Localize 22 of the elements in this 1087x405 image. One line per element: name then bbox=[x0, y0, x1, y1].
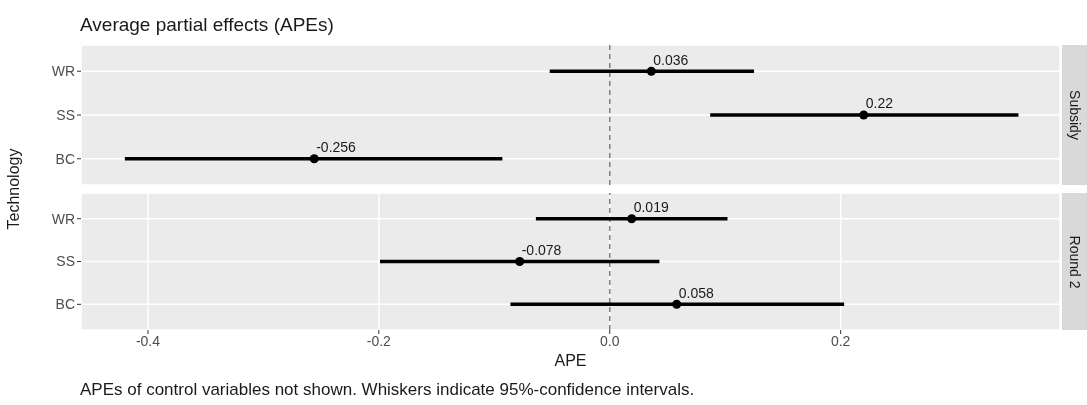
y-tick-label: SS bbox=[56, 106, 75, 123]
data-label: -0.078 bbox=[521, 241, 562, 258]
y-tick-label: SS bbox=[56, 253, 75, 270]
chart-title: Average partial effects (APEs) bbox=[80, 14, 334, 36]
y-tick-label: WR bbox=[51, 210, 75, 227]
x-tick-label: -0.2 bbox=[366, 332, 392, 349]
y-tick-label: BC bbox=[55, 150, 75, 167]
data-label: 0.019 bbox=[633, 199, 669, 216]
text: APEs of control variables not shown. Whiskers indicate 95%-confidence intervals. bbox=[80, 380, 695, 400]
y-tick-label: BC bbox=[55, 296, 75, 313]
x-axis-title: APE bbox=[554, 352, 587, 369]
text: Round 2 bbox=[1066, 235, 1083, 288]
y-axis-title: Technology bbox=[5, 148, 23, 230]
data-label: 0.058 bbox=[678, 284, 714, 301]
text: Subsidy bbox=[1066, 90, 1083, 140]
x-tick-label: -0.4 bbox=[135, 332, 161, 349]
data-label: 0.22 bbox=[865, 95, 894, 112]
x-tick-label: 0.2 bbox=[830, 332, 851, 349]
data-label: -0.256 bbox=[316, 139, 357, 156]
x-tick-label: 0.0 bbox=[600, 332, 620, 349]
y-tick-label: WR bbox=[51, 63, 75, 80]
data-label: 0.036 bbox=[653, 51, 689, 68]
